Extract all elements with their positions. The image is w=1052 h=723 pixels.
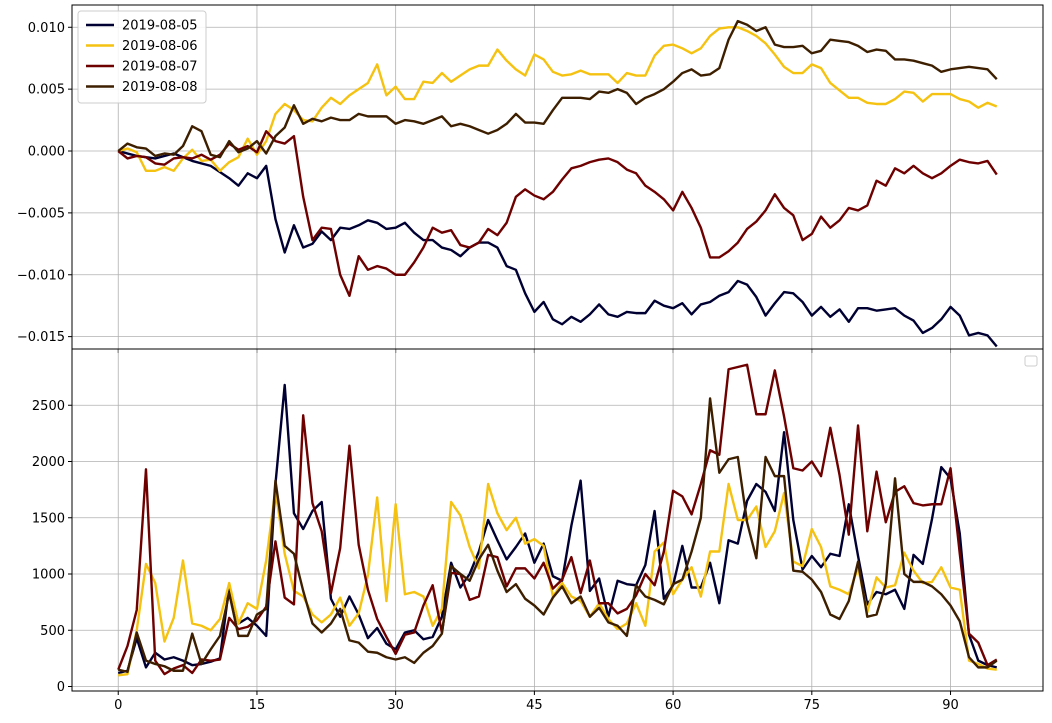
legend-label: 2019-08-05 bbox=[122, 19, 198, 34]
series-line-2019-08-08 bbox=[117, 19, 998, 159]
empty-legend-box bbox=[1024, 355, 1038, 367]
legend-label: 2019-08-07 bbox=[122, 60, 198, 75]
x-tick-label: 15 bbox=[249, 698, 266, 713]
x-tick-label: 30 bbox=[387, 698, 404, 713]
y-tick-label: −0.010 bbox=[17, 268, 65, 283]
legend-label: 2019-08-06 bbox=[122, 39, 198, 54]
x-tick-label: 45 bbox=[526, 698, 543, 713]
axes-frame bbox=[71, 348, 1044, 692]
y-tick-label: 0.005 bbox=[28, 83, 65, 98]
x-tick-label: 60 bbox=[665, 698, 682, 713]
chart-panel-bottom: 0 500 1000 1500 2000 2500 0 15 30 45 60 75 90 bbox=[32, 348, 1044, 713]
x-tick-label: 90 bbox=[942, 698, 959, 713]
chart-panel-top: −0.015 −0.010 −0.005 0.000 0.005 0.010 2019-08… bbox=[17, 4, 1044, 353]
x-tick-label: 0 bbox=[114, 698, 122, 713]
legend-box bbox=[77, 10, 207, 104]
series-line-2019-08-07 bbox=[117, 130, 998, 297]
series-line-series-4 bbox=[117, 397, 998, 674]
legend: 2019-08-05 2019-08-06 2019-08-07 2019-08-08 bbox=[77, 10, 207, 104]
y-tick-label: −0.015 bbox=[17, 330, 65, 345]
series-line-2019-08-06 bbox=[117, 26, 998, 173]
y-tick-label: −0.005 bbox=[17, 206, 65, 221]
y-tick-label: 0 bbox=[57, 680, 65, 695]
y-tick-label: 1000 bbox=[32, 568, 65, 583]
y-tick-label: 1500 bbox=[32, 511, 65, 526]
y-tick-label: 2500 bbox=[32, 399, 65, 414]
y-tick-label: 0.010 bbox=[28, 21, 65, 36]
legend-label: 2019-08-08 bbox=[122, 80, 198, 95]
x-tick-label: 75 bbox=[804, 698, 821, 713]
y-tick-label: 2000 bbox=[32, 455, 65, 470]
y-tick-label: 0.000 bbox=[28, 145, 65, 160]
series-line-2019-08-05 bbox=[117, 149, 998, 348]
y-tick-label: 500 bbox=[40, 624, 65, 639]
